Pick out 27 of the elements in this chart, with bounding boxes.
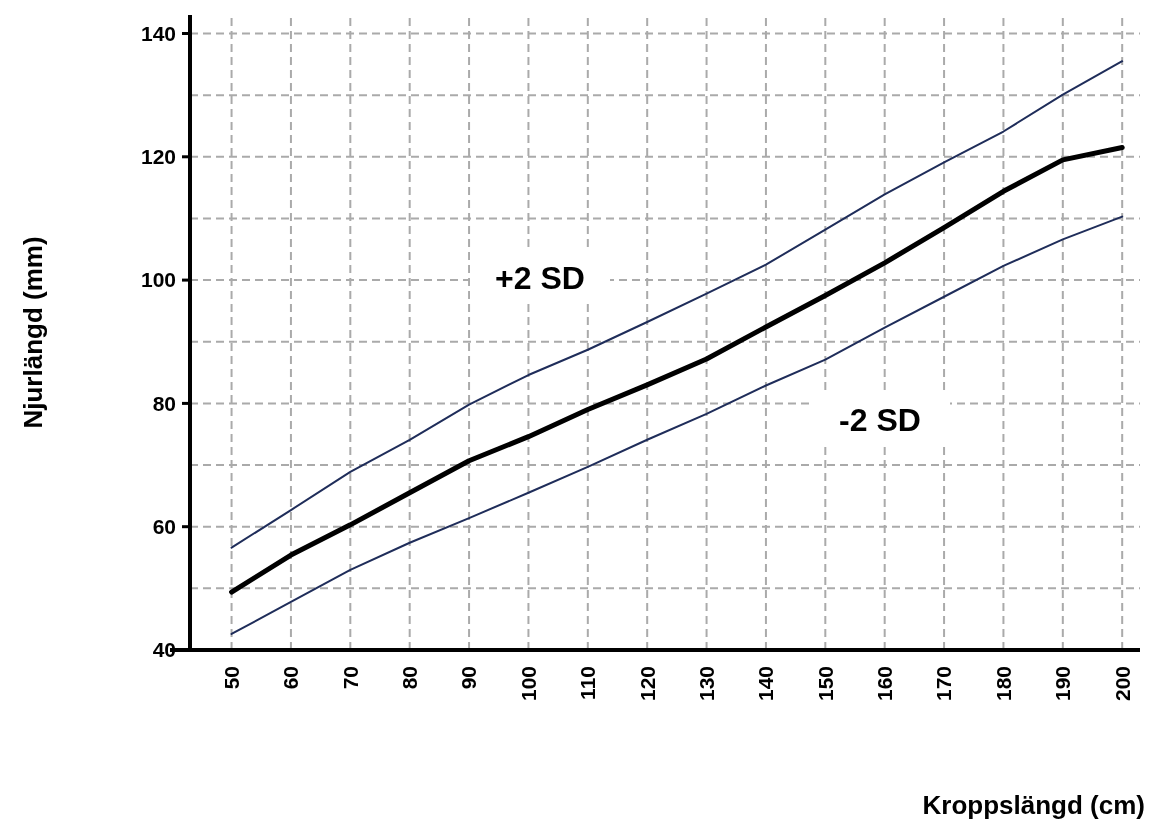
x-tick-label: 170 — [932, 666, 956, 702]
y-tick-label: 120 — [140, 145, 176, 169]
y-tick-label: 80 — [152, 391, 176, 415]
annotation: +2 SD — [495, 260, 585, 297]
x-tick-label: 80 — [398, 666, 422, 690]
x-tick-label: 90 — [457, 666, 481, 690]
x-tick-label: 190 — [1051, 666, 1075, 702]
y-tick-label: 100 — [140, 268, 176, 292]
x-tick-label: 150 — [813, 666, 837, 702]
y-axis-title: Njurlängd (mm) — [18, 236, 48, 429]
x-tick-label: 200 — [1110, 666, 1134, 702]
x-tick-label: 130 — [694, 666, 718, 702]
x-tick-label: 160 — [873, 666, 897, 702]
y-tick-label: 140 — [140, 21, 176, 45]
x-tick-label: 140 — [754, 666, 778, 702]
line-series — [230, 215, 1124, 635]
x-tick-label: 100 — [516, 666, 540, 702]
annotation: -2 SD — [839, 402, 921, 439]
x-tick-label: 50 — [219, 666, 243, 690]
x-axis-title: Kroppslängd (cm) — [922, 790, 1145, 820]
x-tick-label: 60 — [279, 666, 303, 690]
y-tick-label: 60 — [152, 515, 176, 539]
line-series — [230, 60, 1124, 549]
x-tick-label: 180 — [991, 666, 1015, 702]
x-tick-label: 70 — [338, 666, 362, 690]
x-tick-label: 120 — [635, 666, 659, 702]
x-tick-label: 110 — [576, 666, 600, 700]
